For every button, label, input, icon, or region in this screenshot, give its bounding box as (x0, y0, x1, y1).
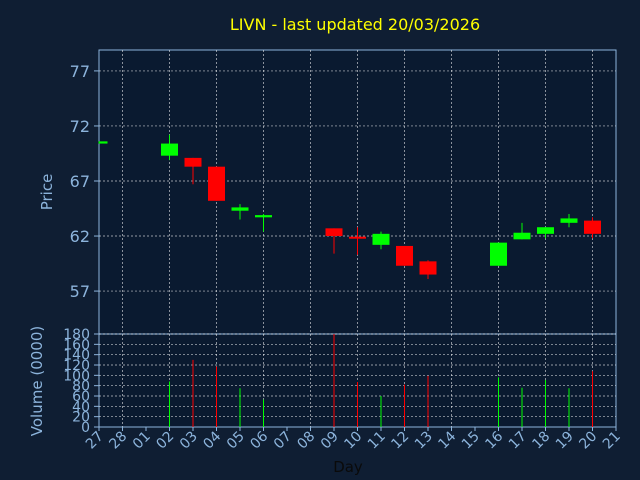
price-tick-label: 77 (70, 62, 90, 81)
chart-title: LIVN - last updated 20/03/2026 (230, 15, 480, 34)
candle-body (161, 143, 178, 156)
volume-tick-label: 160 (63, 337, 90, 353)
candle-body (349, 236, 366, 239)
candle-body (584, 220, 601, 234)
volume-tick-label: 140 (63, 348, 90, 364)
candle-body (537, 227, 554, 234)
volume-tick-label: 80 (72, 379, 90, 395)
candle-body (325, 228, 343, 237)
x-axis-label: Day (333, 458, 363, 476)
candle-body (419, 261, 437, 275)
volume-tick-label: 0 (81, 420, 90, 436)
price-tick-label: 62 (70, 227, 90, 246)
candle-body (396, 245, 413, 266)
price-candles (98, 134, 601, 279)
candle-body (372, 233, 390, 245)
volume-tick-label: 100 (63, 368, 90, 384)
candle-body (255, 215, 272, 218)
candle-body (231, 207, 249, 211)
volume-tick-label: 40 (72, 399, 90, 415)
candle-body (208, 166, 225, 201)
volume-tick-label: 120 (63, 358, 90, 374)
volume-tick-label: 180 (63, 327, 90, 343)
candle-body (560, 218, 578, 223)
candle-body (99, 141, 108, 144)
price-tick-label: 57 (70, 282, 90, 301)
price-axis-ticks: 57 62 67 72 77 (70, 62, 99, 301)
candle-body (184, 157, 202, 167)
price-axis-label: Price (38, 174, 56, 211)
volume-bars (169, 334, 593, 427)
day-axis-ticks: 27 28 01 02 03 04 05 06 07 08 09 10 11 12 13 14 15 16 17 18… (83, 427, 624, 452)
candle-body (490, 242, 507, 266)
price-tick-label: 72 (70, 117, 90, 136)
price-tick-label: 67 (70, 172, 90, 191)
candle-body (513, 232, 531, 240)
volume-axis-label: Volume (0000) (28, 326, 46, 436)
volume-tick-label: 20 (72, 410, 90, 426)
volume-tick-label: 60 (72, 389, 90, 405)
